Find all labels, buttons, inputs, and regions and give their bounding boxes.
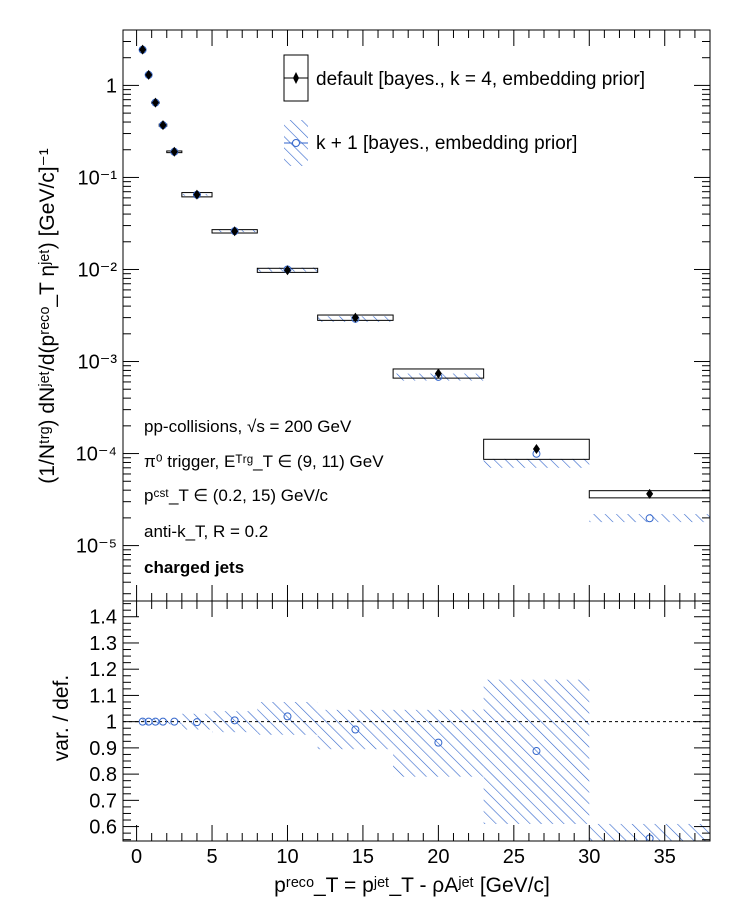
ratio-band [166, 719, 182, 725]
ratio-point [434, 738, 443, 747]
ratio-point [158, 717, 167, 726]
top-x-ticks [136, 30, 696, 601]
top-panel: 10⁻⁵ 10⁻⁴ 10⁻³ 10⁻² 10⁻¹ 1 default [bayes., k… [36, 29, 711, 602]
y-tick-label: 0.8 [89, 764, 117, 786]
ratio-point [151, 717, 160, 726]
legend: default [bayes., k = 4, embedding prior]… [283, 54, 645, 166]
annotation-constituents: pᶜˢᵗ_T ∈ (0.2, 15) GeV/c [144, 486, 329, 505]
bottom-y-axis-title: var. / def. [50, 675, 73, 761]
x-tick-label: 35 [654, 846, 676, 868]
annotation-algorithm: anti-k_T, R = 0.2 [144, 522, 268, 541]
legend-circle-marker [292, 139, 300, 147]
y-tick-label: 1.1 [89, 685, 117, 707]
annotation-jet-type: charged jets [144, 558, 244, 577]
x-tick-label: 5 [206, 846, 217, 868]
ratio-point [138, 717, 147, 726]
y-tick-label: 10⁻⁵ [76, 536, 117, 558]
x-tick-label: 25 [503, 846, 525, 868]
ratio-band [212, 711, 258, 733]
bottom-panel: 0.6 0.7 0.8 0.9 1 1.1 1.2 1.3 1.4 0 5 10 15 20 25 30 35… [50, 600, 711, 897]
top-y-axis-title: (1/Nᵗʳᵍ) dNʲᵉᵗ/d(pʳᵉᶜᵒ_T ηʲᵉᵗ) [GeV/c]⁻¹ [36, 148, 59, 483]
x-tick-label: 0 [131, 846, 142, 868]
variation-band [589, 514, 710, 523]
annotations: pp-collisions, √s = 200 GeV π⁰ trigger, … [144, 417, 384, 577]
ratio-point [532, 747, 541, 756]
y-tick-label: 0.9 [89, 738, 117, 760]
x-tick-label: 15 [352, 846, 374, 868]
ratio-band [317, 709, 394, 750]
bottom-x-ticks: 0 5 10 15 20 25 30 35 [131, 601, 696, 868]
bottom-y-ticks: 0.6 0.7 0.8 0.9 1 1.1 1.2 1.3 1.4 [89, 603, 710, 841]
variation-band [483, 458, 590, 468]
ratio-point [351, 725, 360, 734]
annotation-system: pp-collisions, √s = 200 GeV [144, 417, 352, 436]
ratio-band [257, 701, 318, 735]
ratio-point [283, 712, 292, 721]
variation-point [645, 514, 654, 523]
legend-entry-default: default [bayes., k = 4, embedding prior] [283, 54, 645, 102]
ratio-point [192, 718, 201, 727]
ratio-point [230, 716, 239, 725]
y-tick-label: 10⁻¹ [78, 167, 118, 189]
x-tick-label: 20 [427, 846, 449, 868]
bottom-plot-frame [122, 600, 711, 842]
x-tick-label: 10 [276, 846, 298, 868]
legend-default-label: default [bayes., k = 4, embedding prior] [316, 69, 645, 90]
ratio-uncertainty-bands [139, 679, 710, 841]
y-tick-label: 1 [106, 712, 117, 734]
y-tick-label: 1.4 [89, 607, 117, 629]
ratio-band [393, 709, 484, 777]
annotation-trigger: π⁰ trigger, Eᵀʳᵍ_T ∈ (9, 11) GeV [144, 452, 384, 471]
y-tick-label: 1.2 [89, 659, 117, 681]
ratio-band [483, 679, 590, 824]
legend-variation-label: k + 1 [bayes., embedding prior] [316, 133, 577, 154]
y-tick-label: 10⁻³ [78, 352, 118, 374]
data-points [138, 44, 654, 523]
y-tick-label: 10⁻⁴ [76, 444, 117, 466]
ratio-points [138, 712, 654, 841]
ratio-point [170, 717, 179, 726]
y-tick-label: 1.3 [89, 633, 117, 655]
x-tick-label: 30 [578, 846, 600, 868]
x-axis-title: pʳᵉᶜᵒ_T = pʲᵉᵗ_T - ρAʲᵉᵗ [GeV/c] [274, 874, 550, 897]
y-tick-label: 0.7 [89, 790, 117, 812]
y-tick-label: 10⁻² [78, 259, 118, 281]
top-y-ticks: 10⁻⁵ 10⁻⁴ 10⁻³ 10⁻² 10⁻¹ 1 [76, 29, 710, 595]
ratio-band [159, 719, 167, 725]
y-tick-label: 1 [106, 75, 117, 97]
legend-diamond-marker [293, 72, 299, 84]
y-tick-label: 0.6 [89, 817, 117, 839]
default-sys-box [483, 438, 590, 460]
legend-entry-variation: k + 1 [bayes., embedding prior] [284, 120, 577, 166]
